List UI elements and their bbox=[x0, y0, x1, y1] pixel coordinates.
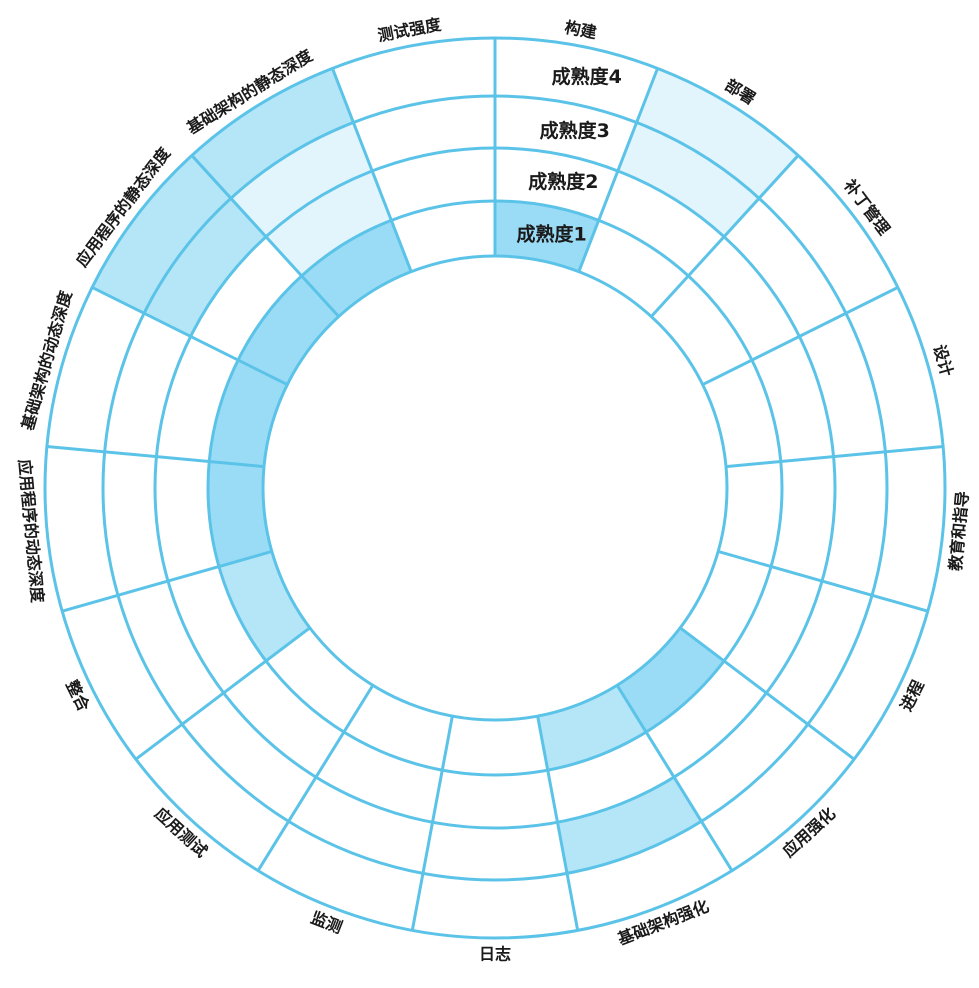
segment-divider bbox=[410, 715, 454, 931]
segment-divider bbox=[725, 444, 944, 469]
filled-cell-16-ring-4 bbox=[191, 68, 354, 199]
filled-cell-8-ring-3 bbox=[557, 777, 702, 874]
filled-cell-16-ring-1 bbox=[301, 220, 412, 317]
maturity-level-label-1: 成熟度1 bbox=[516, 223, 586, 246]
filled-cell-15-ring-3 bbox=[144, 198, 266, 337]
segment-label-14: 基础架构的动态深度 bbox=[18, 288, 76, 434]
filled-cell-16-ring-3 bbox=[230, 122, 373, 237]
segment-divider bbox=[190, 154, 340, 318]
filled-cell-7-ring-1 bbox=[617, 627, 725, 733]
segment-divider bbox=[577, 67, 659, 273]
segment-divider bbox=[615, 684, 734, 872]
maturity-level-label-3: 成熟度3 bbox=[540, 119, 610, 142]
segment-divider bbox=[61, 550, 273, 613]
segment-divider bbox=[536, 715, 580, 931]
segment-divider bbox=[46, 444, 265, 469]
segment-divider bbox=[679, 626, 856, 761]
segment-label-13: 应用程序的动态深度 bbox=[15, 458, 47, 604]
filled-cell-13-ring-1 bbox=[208, 461, 272, 567]
maturity-level-label-4: 成熟度4 bbox=[552, 65, 622, 88]
segment-divider bbox=[134, 626, 311, 761]
filled-cell-12-ring-1 bbox=[218, 551, 310, 661]
filled-cell-15-ring-1 bbox=[238, 275, 339, 385]
filled-cell-8-ring-1 bbox=[537, 685, 647, 771]
segment-divider bbox=[702, 286, 899, 386]
inner-circle bbox=[261, 254, 729, 722]
filled-cell-16-ring-2 bbox=[265, 170, 392, 276]
segment-divider bbox=[650, 154, 800, 318]
segment-label-4: 设计 bbox=[930, 342, 957, 378]
segment-label-5: 教育和指导 bbox=[946, 490, 972, 571]
maturity-level-label-2: 成熟度2 bbox=[528, 170, 598, 193]
segment-label-1: 构建 bbox=[563, 18, 598, 43]
filled-cell-2-ring-4 bbox=[636, 68, 799, 199]
segment-divider bbox=[331, 67, 413, 273]
segment-divider bbox=[717, 550, 929, 613]
filled-cell-15-ring-4 bbox=[92, 155, 231, 314]
segment-label-10: 监测 bbox=[308, 908, 345, 937]
segment-divider bbox=[256, 684, 375, 872]
segment-label-9: 日志 bbox=[479, 945, 511, 964]
filled-cell-1-ring-1 bbox=[495, 201, 599, 272]
filled-cell-2-ring-3 bbox=[617, 122, 760, 237]
segment-divider bbox=[91, 286, 288, 386]
segment-label-17: 测试强度 bbox=[376, 15, 443, 46]
